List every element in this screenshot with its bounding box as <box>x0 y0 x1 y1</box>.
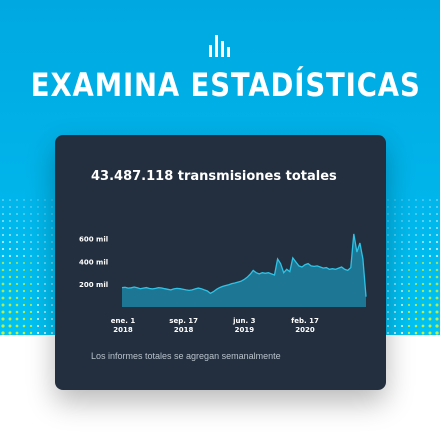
x-tick-label: ene. 1 <box>111 317 136 325</box>
chart-series-line <box>121 233 367 297</box>
y-tick-label: 200 mil <box>79 281 108 289</box>
amazon-music-bars-icon <box>209 35 230 57</box>
x-tick-year-label: 2019 <box>235 326 255 334</box>
y-tick-label: 600 mil <box>79 235 108 243</box>
stats-card: 43.487.118 transmisiones totales 200 mil… <box>55 135 386 390</box>
headline: EXAMINA ESTADÍSTICAS <box>30 66 421 104</box>
x-tick-year-label: 2018 <box>113 326 133 334</box>
x-tick-label: sep. 17 <box>169 317 198 325</box>
x-tick-label: feb. 17 <box>291 317 319 325</box>
card-title: 43.487.118 transmisiones totales <box>91 169 337 184</box>
x-tick-year-label: 2020 <box>295 326 315 334</box>
x-tick-year-label: 2018 <box>174 326 194 334</box>
footnote: Los informes totales se agregan semanalm… <box>91 351 281 361</box>
chart-area-fill <box>122 233 366 307</box>
y-tick-label: 400 mil <box>79 258 108 266</box>
x-tick-label: jun. 3 <box>232 317 255 325</box>
